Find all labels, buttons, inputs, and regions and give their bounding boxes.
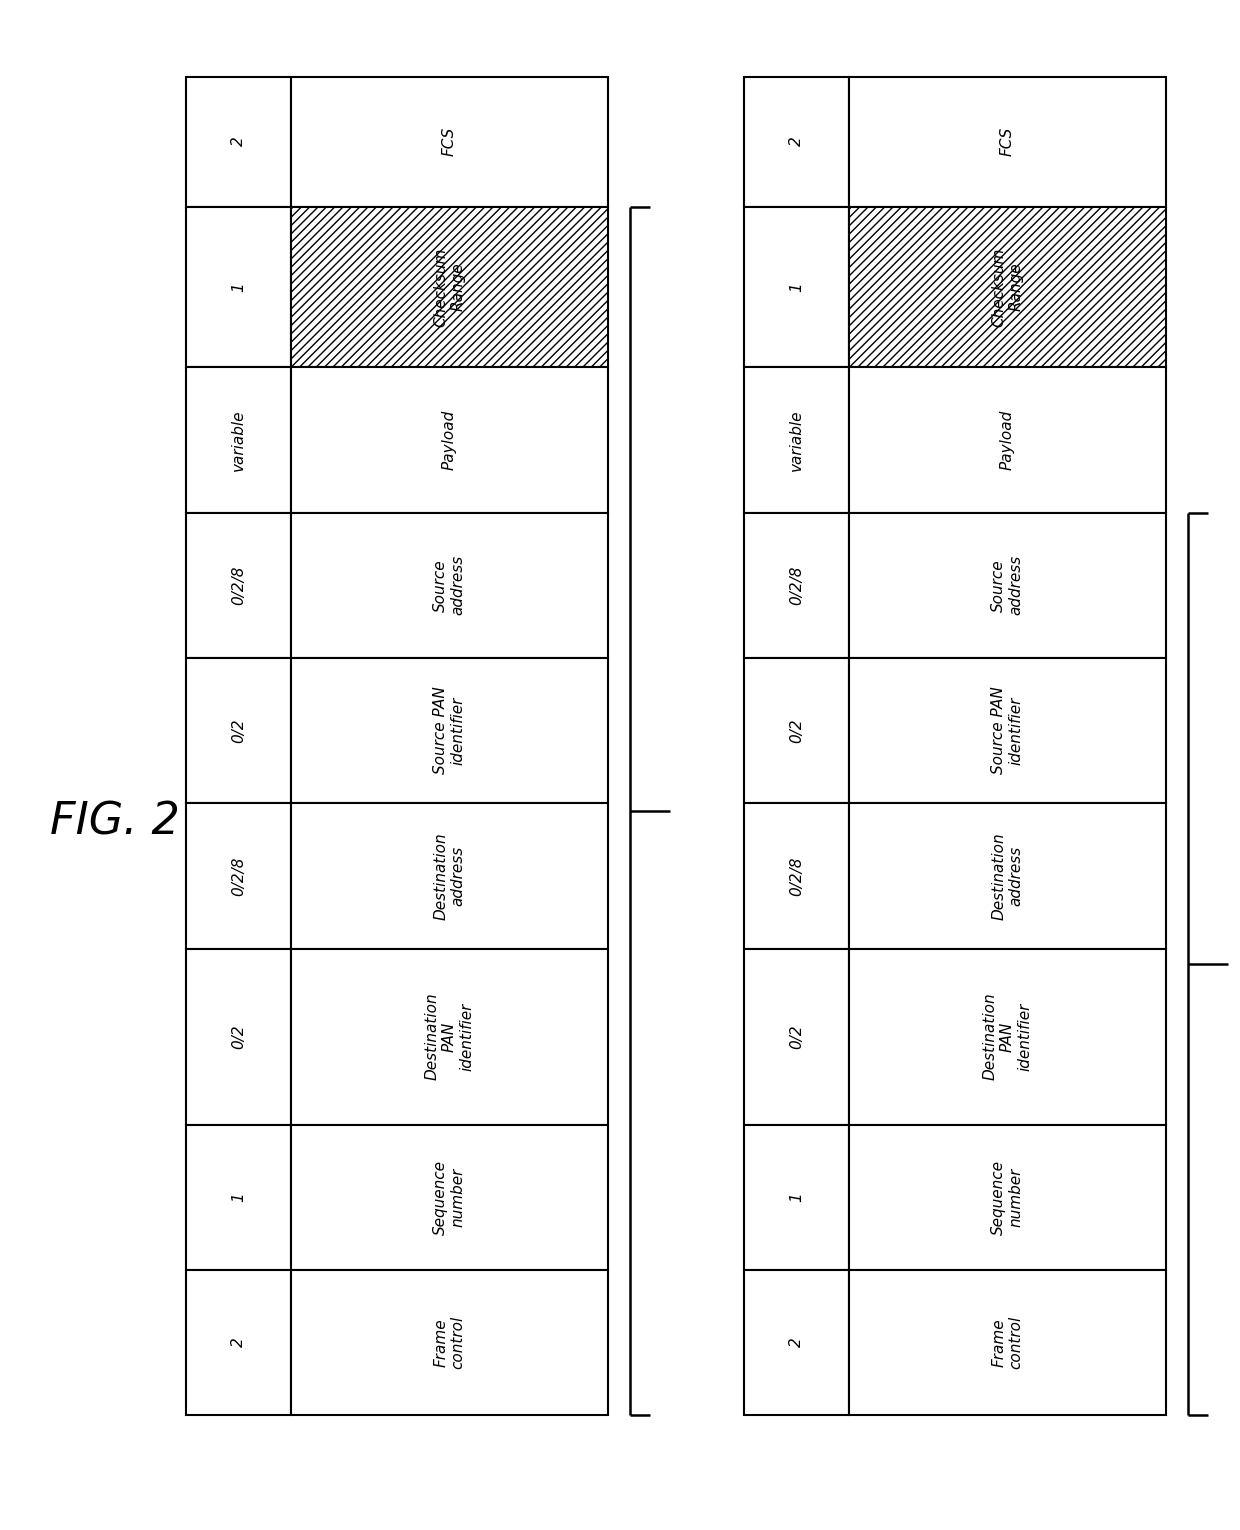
Text: 0/2: 0/2 [231, 1024, 247, 1050]
Bar [849, 949, 1166, 1125]
Text: Destination
PAN
identifier: Destination PAN identifier [982, 993, 1033, 1080]
Text: 0/2: 0/2 [231, 718, 247, 744]
Text: 0/2: 0/2 [789, 1024, 805, 1050]
Bar [849, 1270, 1166, 1415]
Bar [291, 76, 608, 207]
Text: 0/2/8: 0/2/8 [789, 566, 805, 604]
Text: Frame
control: Frame control [433, 1316, 466, 1369]
Text: Checksum
Range: Checksum Range [433, 248, 466, 326]
Bar [744, 76, 849, 207]
Text: Source
address: Source address [433, 555, 466, 615]
Text: Sequence
number: Sequence number [433, 1160, 466, 1235]
Bar [744, 1270, 849, 1415]
Bar [186, 76, 291, 207]
Text: variable: variable [231, 409, 247, 471]
Bar [744, 803, 849, 949]
Text: 1: 1 [231, 282, 247, 292]
Text: 0/2/8: 0/2/8 [231, 566, 247, 604]
Text: Source PAN
identifier: Source PAN identifier [991, 687, 1024, 774]
Bar [849, 1125, 1166, 1270]
Text: FCS: FCS [441, 127, 458, 156]
Text: Destination
address: Destination address [991, 832, 1024, 920]
Text: variable: variable [789, 409, 805, 471]
Text: 0/2/8: 0/2/8 [789, 857, 805, 895]
Bar [291, 1125, 608, 1270]
Bar [744, 207, 849, 367]
Text: 2: 2 [231, 136, 247, 147]
Text: 2: 2 [789, 136, 805, 147]
Bar [186, 1125, 291, 1270]
Bar [744, 513, 849, 658]
Bar [744, 949, 849, 1125]
Text: Payload: Payload [441, 410, 458, 470]
Bar [849, 367, 1166, 513]
Bar [186, 513, 291, 658]
Bar [186, 1270, 291, 1415]
Text: Destination
address: Destination address [433, 832, 466, 920]
Bar [186, 367, 291, 513]
Text: Payload: Payload [999, 410, 1016, 470]
Bar [291, 949, 608, 1125]
Text: 1: 1 [231, 1192, 247, 1203]
Bar [849, 76, 1166, 207]
Text: 0/2: 0/2 [789, 718, 805, 744]
Bar [744, 1125, 849, 1270]
Bar [291, 1270, 608, 1415]
Text: FIG. 2: FIG. 2 [50, 800, 180, 845]
Text: 1: 1 [789, 282, 805, 292]
Text: 2: 2 [231, 1337, 247, 1348]
Bar [291, 367, 608, 513]
Text: Destination
PAN
identifier: Destination PAN identifier [424, 993, 475, 1080]
Text: Checksum
Range: Checksum Range [991, 248, 1024, 326]
Text: 1: 1 [789, 1192, 805, 1203]
Bar [744, 367, 849, 513]
Bar [291, 207, 608, 367]
Bar [849, 513, 1166, 658]
Text: 2: 2 [789, 1337, 805, 1348]
Bar [186, 803, 291, 949]
Text: 0/2/8: 0/2/8 [231, 857, 247, 895]
Text: Frame
control: Frame control [991, 1316, 1024, 1369]
Text: Source
address: Source address [991, 555, 1024, 615]
Bar [186, 949, 291, 1125]
Bar [849, 207, 1166, 367]
Bar [291, 803, 608, 949]
Text: Sequence
number: Sequence number [991, 1160, 1024, 1235]
Bar [291, 513, 608, 658]
Bar [849, 803, 1166, 949]
Bar [186, 658, 291, 803]
Bar [849, 658, 1166, 803]
Bar [744, 658, 849, 803]
Text: FCS: FCS [999, 127, 1016, 156]
Text: Source PAN
identifier: Source PAN identifier [433, 687, 466, 774]
Bar [291, 658, 608, 803]
Bar [186, 207, 291, 367]
